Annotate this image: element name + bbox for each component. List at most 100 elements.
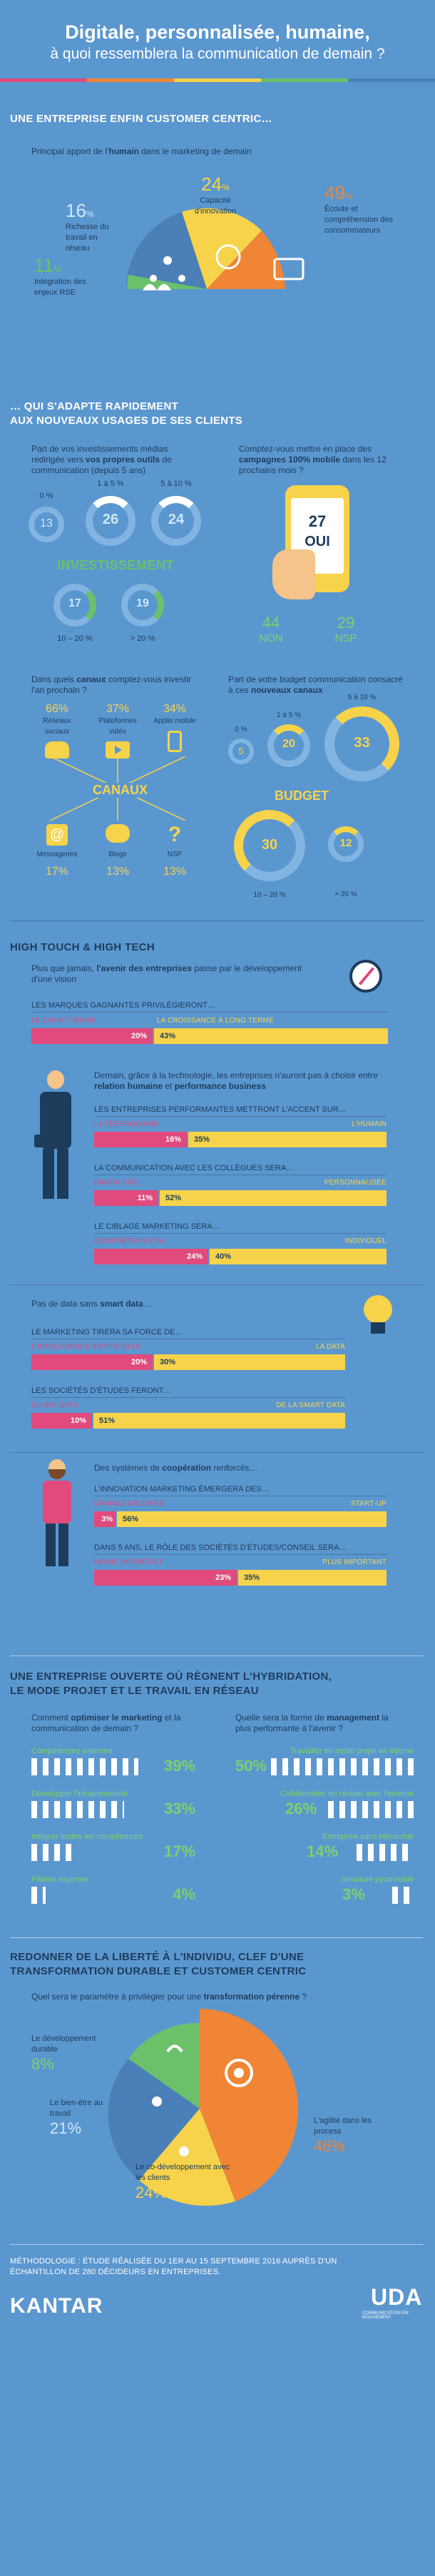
q-transformation: Quel sera le paramètre à privilégier pou… xyxy=(31,1992,307,2002)
people-icons xyxy=(31,1801,124,1818)
bar-q7-left: 3% xyxy=(94,1511,116,1527)
pie-slice-agilite xyxy=(200,2009,299,2201)
canal-nsp: ? NSP 13% xyxy=(163,823,187,878)
bar-q6-left: 10% xyxy=(31,1413,92,1429)
right-item-0: Travailler en mode projet en interne 50% xyxy=(235,1747,414,1775)
innovation-pie-chart xyxy=(96,208,317,396)
slice-rse-label: 11% Intégration des enjeux RSE xyxy=(34,255,86,297)
section-divider-5 xyxy=(10,1937,424,1938)
people-icons xyxy=(357,1844,414,1861)
section-5-title-1: REDONNER DE LA LIBERTÉ À L'INDIVIDU, CLE… xyxy=(10,1951,304,1963)
title-line-2: à quoi ressemblera la communication de d… xyxy=(50,46,385,62)
bar-q2-left: 16% xyxy=(94,1132,187,1147)
section-1-intro: Principal apport de l'humain dans le mar… xyxy=(31,146,252,156)
lightbulb-icon xyxy=(215,244,241,270)
divider-3 xyxy=(10,1452,424,1453)
donut-q4-4: 12 > 20 % xyxy=(328,826,364,898)
left-item-1: Développer l'intrapreneuriat 33% xyxy=(31,1790,195,1818)
businessman-illustration xyxy=(34,1070,77,1213)
slice-ecoute-label: 49% Écoute et compréhension des consomma… xyxy=(324,182,394,235)
section-customer-centric: UNE ENTREPRISE ENFIN CUSTOMER CENTRIC… P… xyxy=(0,82,435,400)
target-icon xyxy=(225,2059,253,2087)
intro-4: Des systèmes de coopération renforcés… xyxy=(94,1463,258,1473)
color-stripe xyxy=(0,78,435,82)
yoga-icon xyxy=(152,2096,162,2106)
canal-applis-mobile: 34% Applis mobile xyxy=(150,703,200,752)
q-canaux: Dans quels canaux comptez-vous investir … xyxy=(31,674,192,695)
donut-q4-2: 33 5 à 10 % xyxy=(324,694,399,781)
pie-slice-reseau xyxy=(128,212,207,289)
header: Digitale, personnalisée, humaine, à quoi… xyxy=(0,0,435,78)
row-q2: LA TECHNOLOGIE L'HUMAIN 16% 35% xyxy=(94,1120,387,1152)
people-icons xyxy=(31,1887,46,1904)
q-ciblage: LE CIBLAGE MARKETING SERA… xyxy=(94,1222,220,1231)
speech-bubble-icon xyxy=(273,258,304,280)
q-budget: Part de votre budget communication consa… xyxy=(228,674,403,695)
kantar-logo: KANTAR xyxy=(10,2294,103,2318)
row-q7: GRANDS GROUPES START-UP 3% 56% xyxy=(94,1500,387,1532)
play-icon xyxy=(106,741,130,759)
pie-slice-codev xyxy=(139,2109,235,2206)
non-stat: 44 NON xyxy=(259,614,283,644)
donut-q1-4: 19 > 20 % xyxy=(121,584,164,643)
question-icon: ? xyxy=(168,823,182,846)
donut-q4-3: 30 10 – 20 % xyxy=(234,810,305,899)
q-force: LE MARKETING TIRERA SA FORCE DE… xyxy=(31,1328,183,1337)
section-2-title-2: AUX NOUVEAUX USAGES DE SES CLIENTS xyxy=(10,415,243,427)
row-q8: MOINS IMPORTANT PLUS IMPORTANT 23% 35% xyxy=(94,1558,387,1591)
oui-value: 27 xyxy=(308,512,327,530)
q-mobile: Comptez-vous mettre en place des campagn… xyxy=(239,444,387,475)
q-marques: LES MARQUES GAGNANTES PRIVILÉGIERONT… xyxy=(31,1001,215,1010)
section-liberte: REDONNER DE LA LIBERTÉ À L'INDIVIDU, CLE… xyxy=(0,1937,435,2244)
hand-illustration xyxy=(272,549,315,599)
label-durable: Le développement durable 8% xyxy=(31,2034,96,2073)
intro-3: Pas de data sans smart data… xyxy=(31,1299,152,1309)
donut-q1-3: 17 10 – 20 % xyxy=(53,584,96,643)
footer: MÉTHODOLOGIE : ÉTUDE RÉALISÉE DU 1ER AU … xyxy=(0,2244,435,2337)
donut-q4-1: 20 1 à 5 % xyxy=(267,711,310,767)
section-2-title-1: … QUI S'ADAPTE RAPIDEMENT xyxy=(10,400,179,412)
handshake-icon xyxy=(179,2146,189,2156)
people-icons xyxy=(31,1758,138,1775)
lightbulb-gears-icon xyxy=(360,1295,396,1338)
row-q4: COMPORTEMENTAL INDIVIDUEL 24% 40% xyxy=(94,1237,387,1269)
label-bienetre: Le bien-être au travail 21% xyxy=(50,2099,103,2137)
at-icon: @ xyxy=(46,824,68,846)
uda-tagline: COMMUNICATION EN MOUVEMENT xyxy=(362,2311,409,2320)
bar-q4-left: 24% xyxy=(94,1249,208,1264)
label-codev: Le co-développement avec les clients 24% xyxy=(135,2163,230,2201)
row-q6: DU BIG DATA DE LA SMART DATA 10% 51% xyxy=(31,1401,345,1434)
section-1-title: UNE ENTREPRISE ENFIN CUSTOMER CENTRIC… xyxy=(10,113,272,125)
q-entreprises: LES ENTREPRISES PERFORMANTES METTRONT L'… xyxy=(94,1105,347,1114)
donut-q4-0: 5 0 % xyxy=(228,726,254,764)
bar-q3-right: 52% xyxy=(160,1190,387,1206)
leaf-icon xyxy=(143,284,171,290)
left-item-2: Intégrer toutes les compétences 17% xyxy=(31,1832,195,1861)
canal-messageries: @ Messageries 17% xyxy=(32,824,82,878)
people-icons xyxy=(328,1801,414,1818)
row-q1: LE COURT TERME LA CROISSANCE À LONG TERM… xyxy=(31,1017,388,1049)
section-high-touch: HIGH TOUCH & HIGH TECH Plus que jamais, … xyxy=(0,921,435,1691)
leaf-icon xyxy=(166,2044,183,2053)
people-icons xyxy=(271,1758,414,1775)
section-4-title-1: UNE ENTREPRISE OUVERTE OÙ RÈGNENT L'HYBR… xyxy=(10,1670,332,1683)
q-optimiser: Comment optimiser le marketing et la com… xyxy=(31,1713,181,1733)
section-5-title-2: TRANSFORMATION DURABLE ET CUSTOMER CENTR… xyxy=(10,1965,307,1977)
footer-divider xyxy=(10,2244,424,2245)
intro-2: Demain, grâce à la technologie, les entr… xyxy=(94,1070,378,1091)
canal-blogs: Blogs 13% xyxy=(93,824,143,878)
divider-2 xyxy=(10,1284,424,1285)
row-q3: DIGITALISÉE PERSONNALISÉE 11% 52% xyxy=(94,1179,387,1211)
section-nouveaux-usages: … QUI S'ADAPTE RAPIDEMENT AUX NOUVEAUX U… xyxy=(0,400,435,1113)
network-icon xyxy=(163,256,172,265)
oui-label: OUI xyxy=(304,534,330,549)
bar-q8-right: 35% xyxy=(238,1570,387,1586)
slice-innovation-label: 24% Capacité d'innovation xyxy=(194,173,237,215)
people-icons xyxy=(31,1844,74,1861)
people-icon xyxy=(45,741,69,759)
bar-q6-right: 51% xyxy=(93,1413,345,1429)
q-role: DANS 5 ANS, LE RÔLE DES SOCIÉTÉS D'ÉTUDE… xyxy=(94,1543,347,1552)
uda-logo: UDA xyxy=(371,2284,423,2310)
section-3-intro: Plus que jamais, l'avenir des entreprise… xyxy=(31,963,302,984)
methodology-1: MÉTHODOLOGIE : ÉTUDE RÉALISÉE DU 1ER AU … xyxy=(10,2257,337,2266)
